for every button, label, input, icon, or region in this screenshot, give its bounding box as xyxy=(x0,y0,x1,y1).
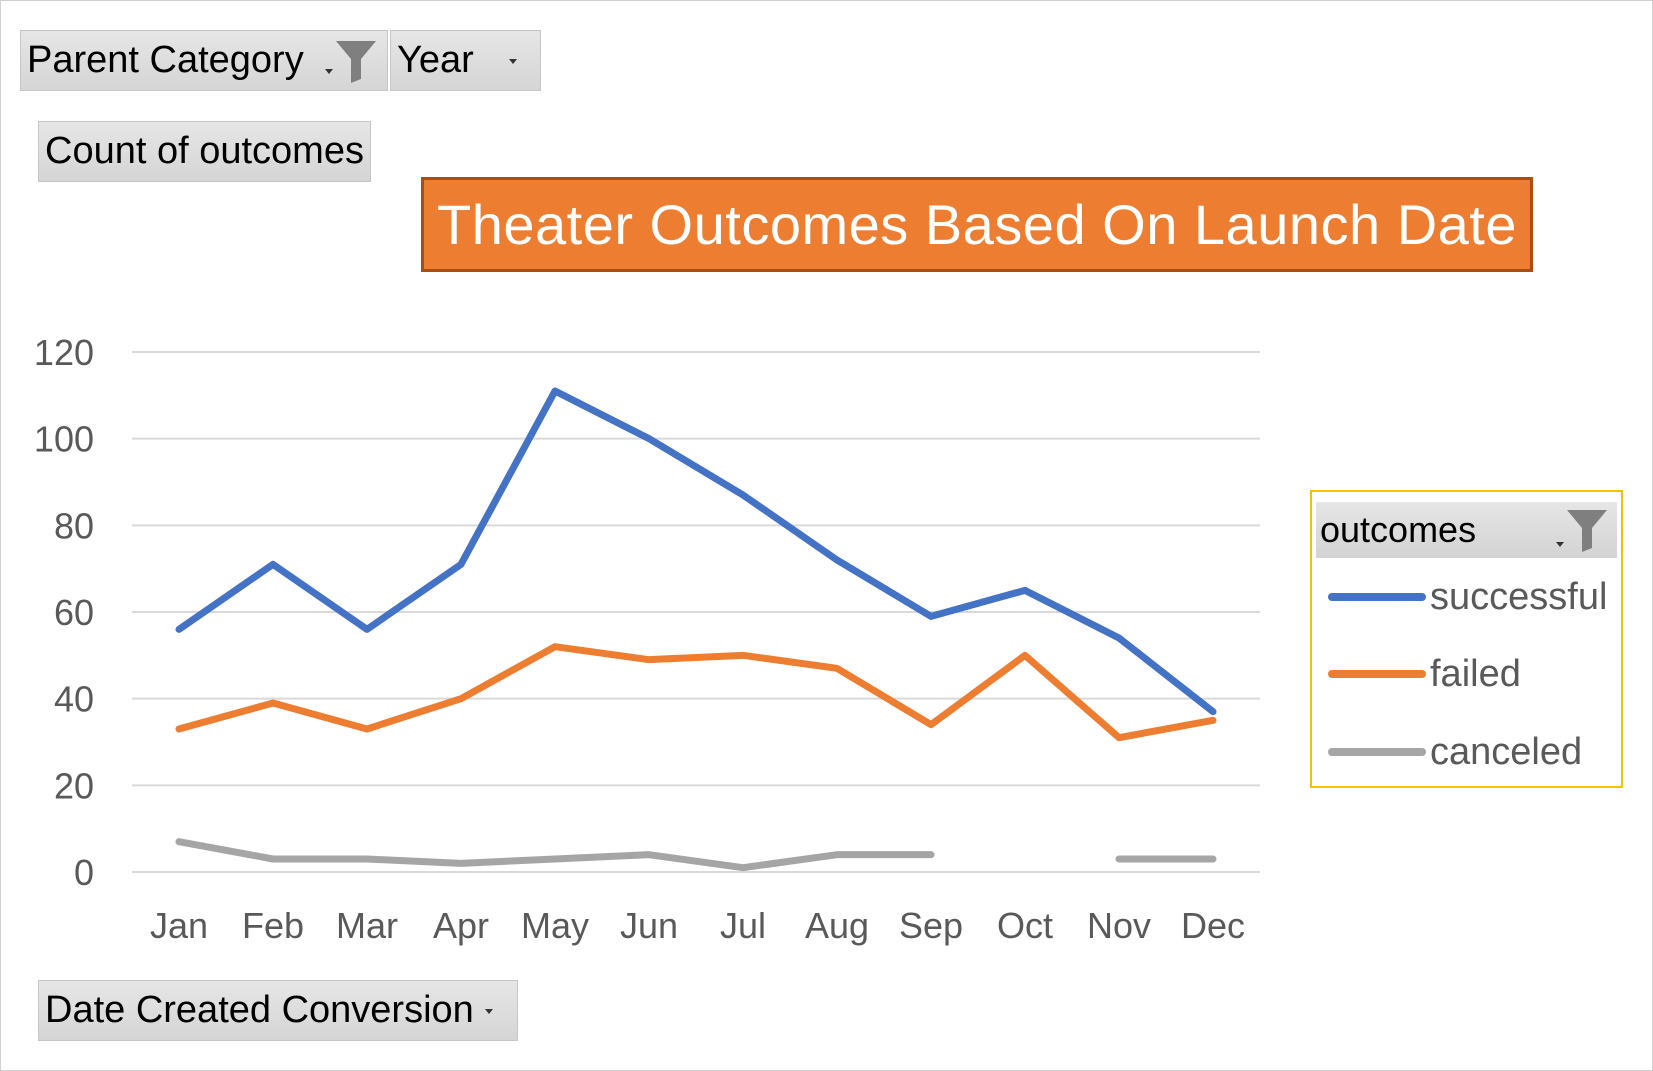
y-tick-label: 60 xyxy=(54,592,94,633)
series-line-canceled[interactable] xyxy=(175,838,935,872)
dropdown-arrow-icon xyxy=(325,69,333,74)
x-tick-label: Sep xyxy=(899,905,963,946)
y-tick-label: 40 xyxy=(54,679,94,720)
funnel-icon xyxy=(1567,510,1607,552)
year-label: Year xyxy=(397,39,474,81)
legend-item-canceled[interactable]: canceled xyxy=(1328,727,1582,777)
x-tick-label: Feb xyxy=(242,905,304,946)
y-tick-label: 20 xyxy=(54,765,94,806)
legend-swatch-canceled xyxy=(1328,748,1426,756)
dropdown-arrow-icon xyxy=(485,1009,493,1014)
x-tick-label: Oct xyxy=(997,905,1053,946)
legend-label-failed: failed xyxy=(1430,652,1521,695)
outcomes-field-label: outcomes xyxy=(1320,509,1477,550)
chart-title[interactable]: Theater Outcomes Based On Launch Date xyxy=(421,177,1533,272)
x-tick-label: Jun xyxy=(620,905,678,946)
parent-category-label: Parent Category xyxy=(27,39,304,81)
legend-swatch-successful xyxy=(1328,593,1426,601)
series-line-failed[interactable] xyxy=(175,643,1217,742)
values-field-label: Count of outcomes xyxy=(45,130,364,172)
y-tick-label: 100 xyxy=(34,419,94,460)
y-tick-label: 80 xyxy=(54,505,94,546)
date-created-conversion-button[interactable]: Date Created Conversion xyxy=(38,980,518,1041)
count-of-outcomes-button[interactable]: Count of outcomes xyxy=(38,121,371,182)
legend-item-successful[interactable]: successful xyxy=(1328,572,1607,622)
x-tick-label: Mar xyxy=(336,905,398,946)
y-tick-label: 120 xyxy=(34,332,94,373)
x-tick-label: Apr xyxy=(433,905,489,946)
series-line-successful[interactable] xyxy=(175,387,1217,716)
dropdown-arrow-icon xyxy=(1556,542,1564,547)
x-tick-label: Jan xyxy=(150,905,208,946)
funnel-icon xyxy=(336,41,376,83)
axis-field-label: Date Created Conversion xyxy=(45,989,474,1031)
dropdown-arrow-icon xyxy=(509,59,517,64)
legend-item-failed[interactable]: failed xyxy=(1328,649,1521,699)
legend-label-canceled: canceled xyxy=(1430,730,1583,773)
year-filter-button[interactable]: Year xyxy=(390,30,541,91)
parent-category-filter-button[interactable]: Parent Category xyxy=(20,30,388,91)
x-tick-label: Jul xyxy=(720,905,766,946)
legend-swatch-failed xyxy=(1328,670,1426,678)
x-tick-label: Dec xyxy=(1181,905,1245,946)
legend[interactable]: outcomes successful failed canceled xyxy=(1310,490,1623,788)
y-tick-label: 0 xyxy=(74,852,94,893)
outcomes-filter-button[interactable]: outcomes xyxy=(1316,502,1617,558)
x-tick-label: May xyxy=(521,905,589,946)
legend-label-successful: successful xyxy=(1430,575,1608,618)
x-tick-label: Aug xyxy=(805,905,869,946)
x-tick-label: Nov xyxy=(1087,905,1151,946)
